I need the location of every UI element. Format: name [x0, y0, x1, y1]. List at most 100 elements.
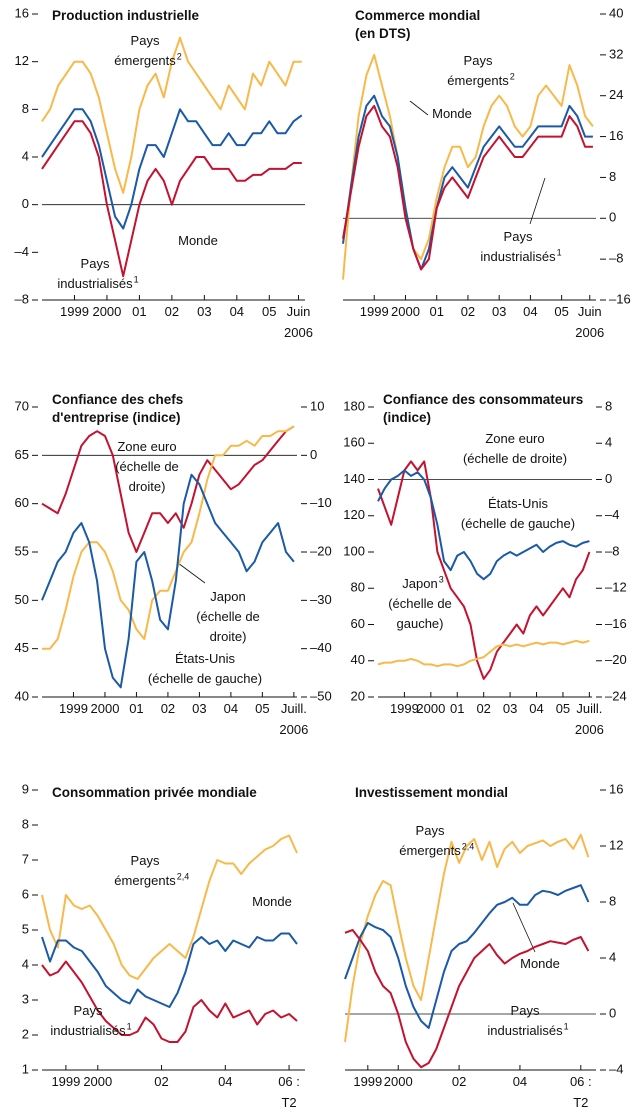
y-tick-label: 6: [22, 886, 29, 901]
leader-line: [529, 177, 546, 225]
x-tick-label: Juill. 2006: [575, 701, 604, 737]
leader-line: [177, 562, 206, 584]
leader-line: [409, 100, 429, 116]
chart-title: Confiance des chefs d'entreprise (indice): [52, 392, 183, 425]
y-tick-label: 20: [351, 688, 365, 703]
series-line: [344, 833, 590, 1043]
x-tick-label: 05: [255, 701, 269, 716]
series-line: [42, 425, 295, 650]
y-tick-label: 3: [22, 991, 29, 1006]
x-tick-label: 05: [554, 304, 568, 319]
x-tick-label: Juin 2006: [575, 304, 604, 340]
x-tick-label: Juin 2006: [284, 304, 313, 340]
y-tick-label: –10: [310, 495, 332, 510]
y-tick-label: 70: [15, 398, 29, 413]
series-line: [41, 960, 298, 1043]
x-tick-label: 01: [132, 304, 146, 319]
x-tick-label: 06 : T2: [278, 1074, 300, 1110]
x-tick-label: 2000: [91, 701, 120, 716]
x-tick-label: 02: [461, 304, 475, 319]
x-tick-label: 2000: [391, 304, 420, 319]
series-label: États-Unis: [488, 496, 548, 511]
y-tick-label: 16: [609, 128, 623, 143]
x-tick-label: 1999: [60, 304, 89, 319]
series-label: Monde: [520, 956, 560, 971]
series-line: [377, 460, 591, 680]
x-tick-label: 2000: [384, 1074, 413, 1089]
y-tick-label: –16: [605, 616, 627, 631]
x-tick-label: 04: [513, 1074, 527, 1089]
y-tick-label: 8: [609, 893, 616, 908]
y-tick-label: 40: [609, 5, 623, 20]
y-tick-label: 65: [15, 447, 29, 462]
series-label: Pays émergents: [399, 823, 461, 858]
y-tick-label: 60: [351, 616, 365, 631]
series-line: [41, 108, 303, 230]
x-tick-label: 03: [197, 304, 211, 319]
y-tick-label: 45: [15, 640, 29, 655]
series-label: Japon: [402, 576, 437, 591]
series-line: [41, 834, 298, 980]
y-tick-label: 0: [310, 447, 317, 462]
x-tick-label: 1999: [390, 701, 419, 716]
y-tick-label: 4: [605, 435, 612, 450]
y-tick-label: –50: [310, 688, 332, 703]
series-line: [344, 884, 590, 1029]
y-tick-label: 4: [609, 949, 616, 964]
y-tick-label: –8: [609, 251, 623, 266]
series-label: Monde: [178, 233, 218, 248]
series-label-note: (échelle de droite): [463, 451, 567, 466]
y-tick-label: –4: [605, 507, 619, 522]
series-label: Pays industrialisés: [57, 256, 133, 291]
chart-title: Confiance des consommateurs (indice): [383, 392, 583, 425]
series-label-note: (échelle de gauche): [148, 671, 262, 686]
y-tick-label: 8: [605, 398, 612, 413]
x-tick-label: 03: [492, 304, 506, 319]
y-tick-label: –30: [310, 592, 332, 607]
y-tick-label: 140: [343, 471, 365, 486]
series-label-sup: 1: [134, 274, 139, 284]
x-tick-label: 01: [450, 701, 464, 716]
x-tick-label: 04: [529, 701, 543, 716]
y-tick-label: 16: [609, 781, 623, 796]
y-tick-label: 1: [22, 1061, 29, 1076]
y-tick-label: –12: [605, 580, 627, 595]
y-tick-label: 4: [22, 956, 29, 971]
x-tick-label: 04: [218, 1074, 232, 1089]
x-tick-label: 05: [262, 304, 276, 319]
y-tick-label: –4: [609, 1061, 623, 1076]
series-label-sup: 3: [439, 574, 444, 584]
chart-title: Production industrielle: [52, 8, 200, 23]
series-line: [41, 36, 302, 194]
chart-title: Consommation privée mondiale: [52, 785, 257, 800]
x-tick-label: 02: [154, 1074, 168, 1089]
y-tick-label: 12: [15, 53, 29, 68]
y-tick-label: 0: [609, 210, 616, 225]
series-label-note: (échelle de gauche): [388, 596, 452, 631]
series-label: Japon: [210, 589, 245, 604]
series-label: Pays industrialisés: [480, 229, 556, 264]
y-tick-label: 12: [609, 837, 623, 852]
series-line: [342, 104, 593, 271]
x-tick-label: 02: [165, 304, 179, 319]
series-label: Pays émergents: [114, 33, 176, 68]
y-tick-label: 32: [609, 46, 623, 61]
series-label-sup: 2,4: [177, 871, 190, 881]
series-line: [377, 639, 590, 668]
series-label-note: (échelle de droite): [196, 609, 260, 644]
y-tick-label: 5: [22, 921, 29, 936]
series-label-sup: 2: [510, 71, 515, 81]
series-line: [41, 473, 295, 689]
x-tick-label: 1999: [360, 304, 389, 319]
y-tick-label: 4: [22, 148, 29, 163]
y-tick-label: 0: [22, 196, 29, 211]
x-tick-label: 2000: [416, 701, 445, 716]
x-tick-label: 2000: [83, 1074, 112, 1089]
y-tick-label: 40: [15, 688, 29, 703]
y-tick-label: –20: [605, 652, 627, 667]
y-tick-label: 7: [22, 851, 29, 866]
x-tick-label: 03: [503, 701, 517, 716]
y-tick-label: 2: [22, 1026, 29, 1041]
y-tick-label: –40: [310, 640, 332, 655]
chart-title: Investissement mondial: [355, 785, 508, 800]
